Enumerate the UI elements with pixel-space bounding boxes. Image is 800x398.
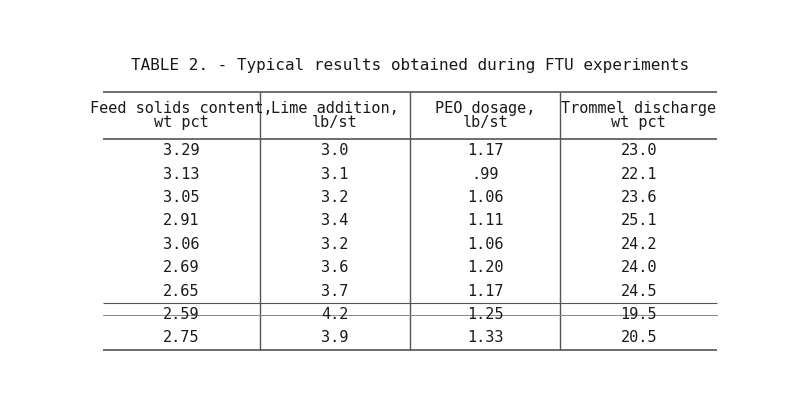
Text: 3.2: 3.2: [321, 190, 349, 205]
Text: lb/st: lb/st: [312, 115, 358, 130]
Text: 1.20: 1.20: [467, 260, 503, 275]
Text: 2.65: 2.65: [163, 284, 200, 298]
Text: wt pct: wt pct: [154, 115, 209, 130]
Text: 24.5: 24.5: [620, 284, 657, 298]
Text: 3.29: 3.29: [163, 143, 200, 158]
Text: TABLE 2. - Typical results obtained during FTU experiments: TABLE 2. - Typical results obtained duri…: [131, 59, 689, 74]
Text: 23.0: 23.0: [620, 143, 657, 158]
Text: Trommel discharge: Trommel discharge: [561, 101, 716, 116]
Text: 3.13: 3.13: [163, 167, 200, 181]
Text: Feed solids content,: Feed solids content,: [90, 101, 273, 116]
Text: 3.7: 3.7: [321, 284, 349, 298]
Text: 20.5: 20.5: [620, 330, 657, 345]
Text: .99: .99: [471, 167, 499, 181]
Text: 1.17: 1.17: [467, 143, 503, 158]
Text: 3.2: 3.2: [321, 237, 349, 252]
Text: lb/st: lb/st: [462, 115, 508, 130]
Text: 1.06: 1.06: [467, 190, 503, 205]
Text: 22.1: 22.1: [620, 167, 657, 181]
Text: 24.2: 24.2: [620, 237, 657, 252]
Text: 3.9: 3.9: [321, 330, 349, 345]
Text: 19.5: 19.5: [620, 307, 657, 322]
Text: 24.0: 24.0: [620, 260, 657, 275]
Text: 1.33: 1.33: [467, 330, 503, 345]
Text: 4.2: 4.2: [321, 307, 349, 322]
Text: 3.4: 3.4: [321, 213, 349, 228]
Text: 2.91: 2.91: [163, 213, 200, 228]
Text: 3.1: 3.1: [321, 167, 349, 181]
Text: 1.17: 1.17: [467, 284, 503, 298]
Text: 2.75: 2.75: [163, 330, 200, 345]
Text: 3.0: 3.0: [321, 143, 349, 158]
Text: 25.1: 25.1: [620, 213, 657, 228]
Text: 1.06: 1.06: [467, 237, 503, 252]
Text: wt pct: wt pct: [611, 115, 666, 130]
Text: 1.25: 1.25: [467, 307, 503, 322]
Text: 3.05: 3.05: [163, 190, 200, 205]
Text: 23.6: 23.6: [620, 190, 657, 205]
Text: 3.06: 3.06: [163, 237, 200, 252]
Text: 2.69: 2.69: [163, 260, 200, 275]
Text: PEO dosage,: PEO dosage,: [435, 101, 535, 116]
Text: 3.6: 3.6: [321, 260, 349, 275]
Text: 2.59: 2.59: [163, 307, 200, 322]
Text: Lime addition,: Lime addition,: [271, 101, 398, 116]
Text: 1.11: 1.11: [467, 213, 503, 228]
